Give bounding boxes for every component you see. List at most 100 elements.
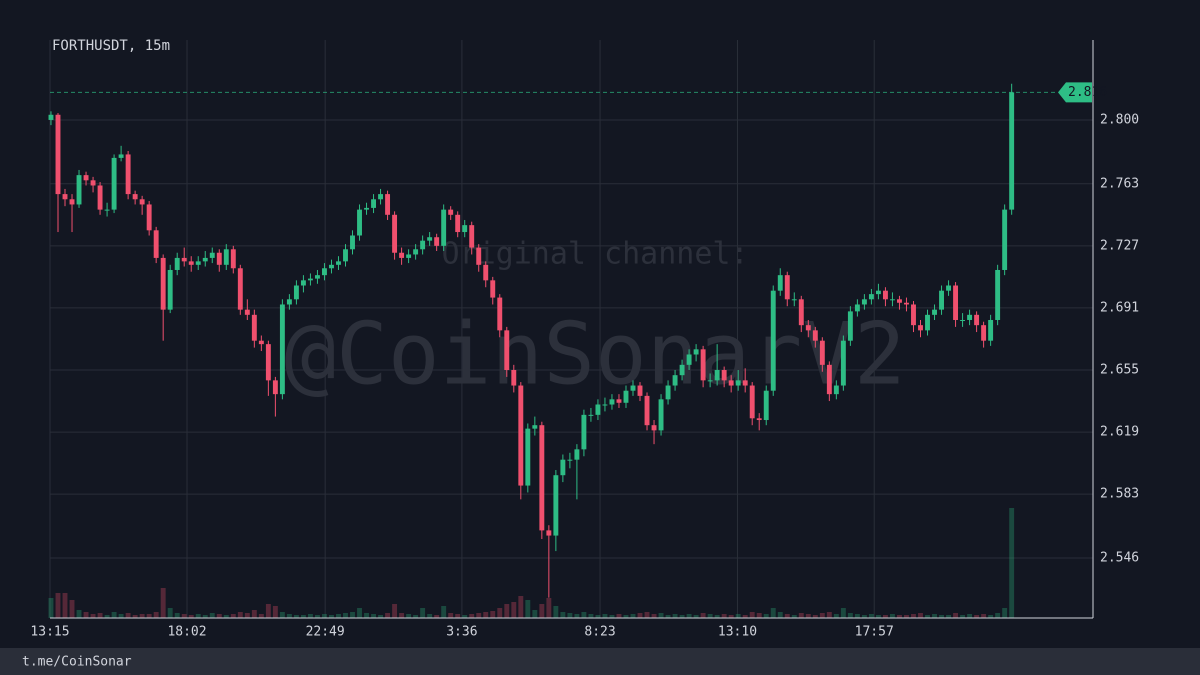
candle-body bbox=[279, 304, 285, 395]
volume-bar bbox=[427, 614, 433, 618]
candle-body bbox=[399, 252, 405, 258]
volume-bar bbox=[364, 613, 369, 618]
volume-bar bbox=[329, 615, 334, 618]
candle-body bbox=[911, 304, 916, 326]
volume-bar bbox=[181, 614, 187, 618]
volume-bar bbox=[882, 615, 888, 618]
candle-body bbox=[946, 285, 952, 291]
candle-body bbox=[483, 264, 489, 281]
candle-body bbox=[314, 275, 320, 279]
candle-body bbox=[686, 354, 692, 365]
volume-bar bbox=[258, 614, 264, 618]
candle-body bbox=[216, 252, 222, 265]
volume-bar bbox=[139, 614, 145, 618]
watermark-handle: @CoinSonarV2 bbox=[284, 304, 905, 404]
volume-bar bbox=[616, 614, 622, 618]
candle-body bbox=[812, 330, 818, 341]
volume-bar bbox=[392, 604, 398, 618]
volume-bar bbox=[202, 615, 208, 618]
candle-body bbox=[364, 207, 369, 210]
volume-bar bbox=[904, 615, 909, 618]
volume-bar bbox=[132, 615, 138, 618]
candle-body bbox=[490, 280, 496, 298]
candle-body bbox=[665, 385, 671, 400]
volume-bar bbox=[462, 615, 468, 618]
volume-bar bbox=[805, 614, 811, 618]
candle-body bbox=[840, 340, 846, 386]
volume-bar bbox=[406, 614, 412, 618]
volume-bar bbox=[777, 612, 783, 618]
candle-body bbox=[518, 385, 524, 486]
volume-bar bbox=[679, 615, 685, 618]
candle-body bbox=[90, 180, 96, 186]
candle-body bbox=[672, 375, 678, 386]
volume-bar bbox=[686, 614, 692, 618]
volume-bar bbox=[574, 614, 580, 618]
volume-bar bbox=[90, 614, 96, 618]
volume-bar bbox=[357, 608, 362, 618]
candle-body bbox=[693, 349, 699, 355]
candle-body bbox=[539, 425, 545, 531]
candle-body bbox=[1002, 209, 1008, 270]
volume-bar bbox=[532, 610, 538, 618]
volume-bar bbox=[784, 614, 790, 618]
candle-body bbox=[55, 114, 61, 195]
volume-bar bbox=[714, 615, 720, 618]
volume-bar bbox=[83, 612, 89, 618]
volume-bar bbox=[378, 615, 384, 618]
candle-body bbox=[953, 285, 959, 320]
volume-bar bbox=[160, 588, 166, 618]
volume-bar bbox=[300, 615, 306, 618]
volume-bar bbox=[826, 612, 832, 618]
volume-bar bbox=[630, 614, 636, 618]
candle-body bbox=[770, 290, 776, 391]
candle-body bbox=[854, 304, 860, 312]
candle-body bbox=[371, 199, 376, 208]
candle-body bbox=[826, 364, 832, 395]
candle-body bbox=[932, 309, 937, 315]
volume-bar bbox=[609, 615, 615, 618]
candle-body bbox=[861, 299, 867, 305]
footer-text: t.me/CoinSonar bbox=[22, 655, 132, 670]
y-tick-label: 2.727 bbox=[1100, 238, 1139, 253]
candle-body bbox=[777, 275, 783, 291]
volume-bar bbox=[62, 593, 68, 618]
volume-bar bbox=[476, 613, 482, 618]
volume-bar bbox=[658, 613, 664, 618]
candle-body bbox=[48, 114, 54, 120]
volume-bar bbox=[307, 614, 313, 618]
volume-bar bbox=[167, 608, 173, 618]
candle-body bbox=[658, 399, 664, 431]
candle-body bbox=[897, 299, 902, 303]
volume-bar bbox=[897, 615, 902, 618]
candle-body bbox=[336, 261, 341, 265]
candle-body bbox=[791, 299, 797, 301]
candle-body bbox=[132, 194, 138, 200]
candle-body bbox=[602, 404, 608, 406]
volume-bar bbox=[146, 614, 152, 618]
candle-body bbox=[819, 340, 825, 365]
volume-bar bbox=[567, 613, 573, 618]
volume-bar bbox=[861, 615, 867, 618]
y-tick-label: 2.546 bbox=[1100, 550, 1139, 565]
candle-body bbox=[448, 209, 454, 215]
candle-body bbox=[511, 370, 517, 386]
candle-body bbox=[181, 257, 187, 262]
candle-body bbox=[847, 311, 853, 341]
candle-body bbox=[160, 257, 166, 310]
candle-body bbox=[293, 285, 299, 300]
volume-bar bbox=[637, 613, 643, 618]
volume-bar bbox=[791, 615, 797, 618]
volume-bar bbox=[875, 615, 881, 618]
candle-body bbox=[244, 309, 250, 315]
volume-bar bbox=[889, 614, 895, 618]
volume-bar bbox=[1002, 608, 1008, 618]
volume-bar bbox=[735, 614, 741, 618]
candle-body bbox=[882, 290, 888, 300]
candle-body bbox=[392, 214, 398, 253]
candle-body bbox=[532, 425, 538, 429]
volume-bar bbox=[651, 614, 657, 618]
volume-bar bbox=[988, 615, 994, 618]
candle-body bbox=[462, 225, 468, 233]
